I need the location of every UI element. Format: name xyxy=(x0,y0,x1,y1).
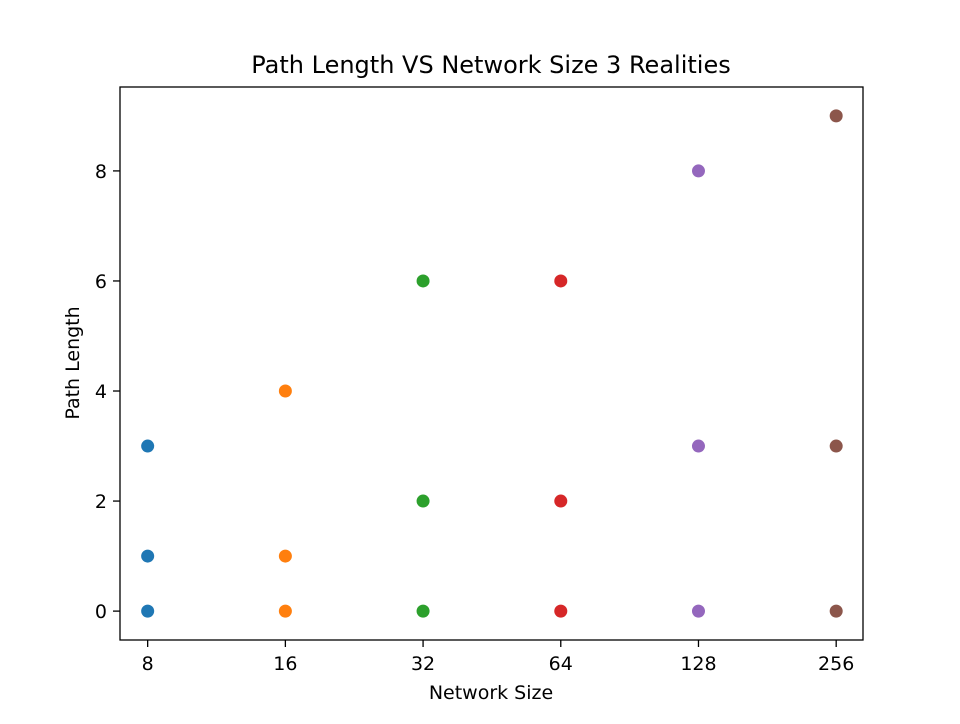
data-point-s1-p1 xyxy=(278,549,292,563)
data-point-s1-p2 xyxy=(278,604,292,618)
data-point-s3-p1 xyxy=(554,494,568,508)
data-point-s5-p1 xyxy=(829,439,843,453)
y-axis-label: Path Length xyxy=(62,306,84,419)
data-point-s0-p2 xyxy=(141,604,155,618)
data-point-s2-p0 xyxy=(416,274,430,288)
data-point-s5-p0 xyxy=(829,109,843,123)
y-axis-ticks: 0 2 4 6 8 xyxy=(95,161,120,623)
data-point-s4-p2 xyxy=(691,604,705,618)
x-tick-label-1: 16 xyxy=(273,653,297,675)
y-tick-label-3: 6 xyxy=(95,271,107,293)
y-tick-label-4: 8 xyxy=(95,161,107,183)
data-point-s4-p1 xyxy=(691,439,705,453)
x-tick-label-0: 8 xyxy=(142,653,154,675)
data-point-s2-p1 xyxy=(416,494,430,508)
data-point-s0-p0 xyxy=(141,439,155,453)
y-tick-label-2: 4 xyxy=(95,381,107,403)
x-tick-label-2: 32 xyxy=(411,653,435,675)
x-axis-ticks: 8 16 32 64 128 256 xyxy=(142,640,854,675)
data-point-s0-p1 xyxy=(141,549,155,563)
data-points-layer xyxy=(141,109,843,618)
y-tick-label-0: 0 xyxy=(95,601,107,623)
data-point-s3-p2 xyxy=(554,604,568,618)
plot-area-frame xyxy=(119,86,864,641)
y-tick-label-1: 2 xyxy=(95,491,107,513)
x-axis-label: Network Size xyxy=(429,682,553,704)
x-tick-label-5: 256 xyxy=(818,653,854,675)
data-point-s1-p0 xyxy=(278,384,292,398)
x-tick-label-3: 64 xyxy=(549,653,573,675)
data-point-s2-p2 xyxy=(416,604,430,618)
x-tick-label-4: 128 xyxy=(680,653,716,675)
data-point-s3-p0 xyxy=(554,274,568,288)
data-point-s5-p2 xyxy=(829,604,843,618)
data-point-s4-p0 xyxy=(691,164,705,178)
chart-title: Path Length VS Network Size 3 Realities xyxy=(251,51,730,79)
